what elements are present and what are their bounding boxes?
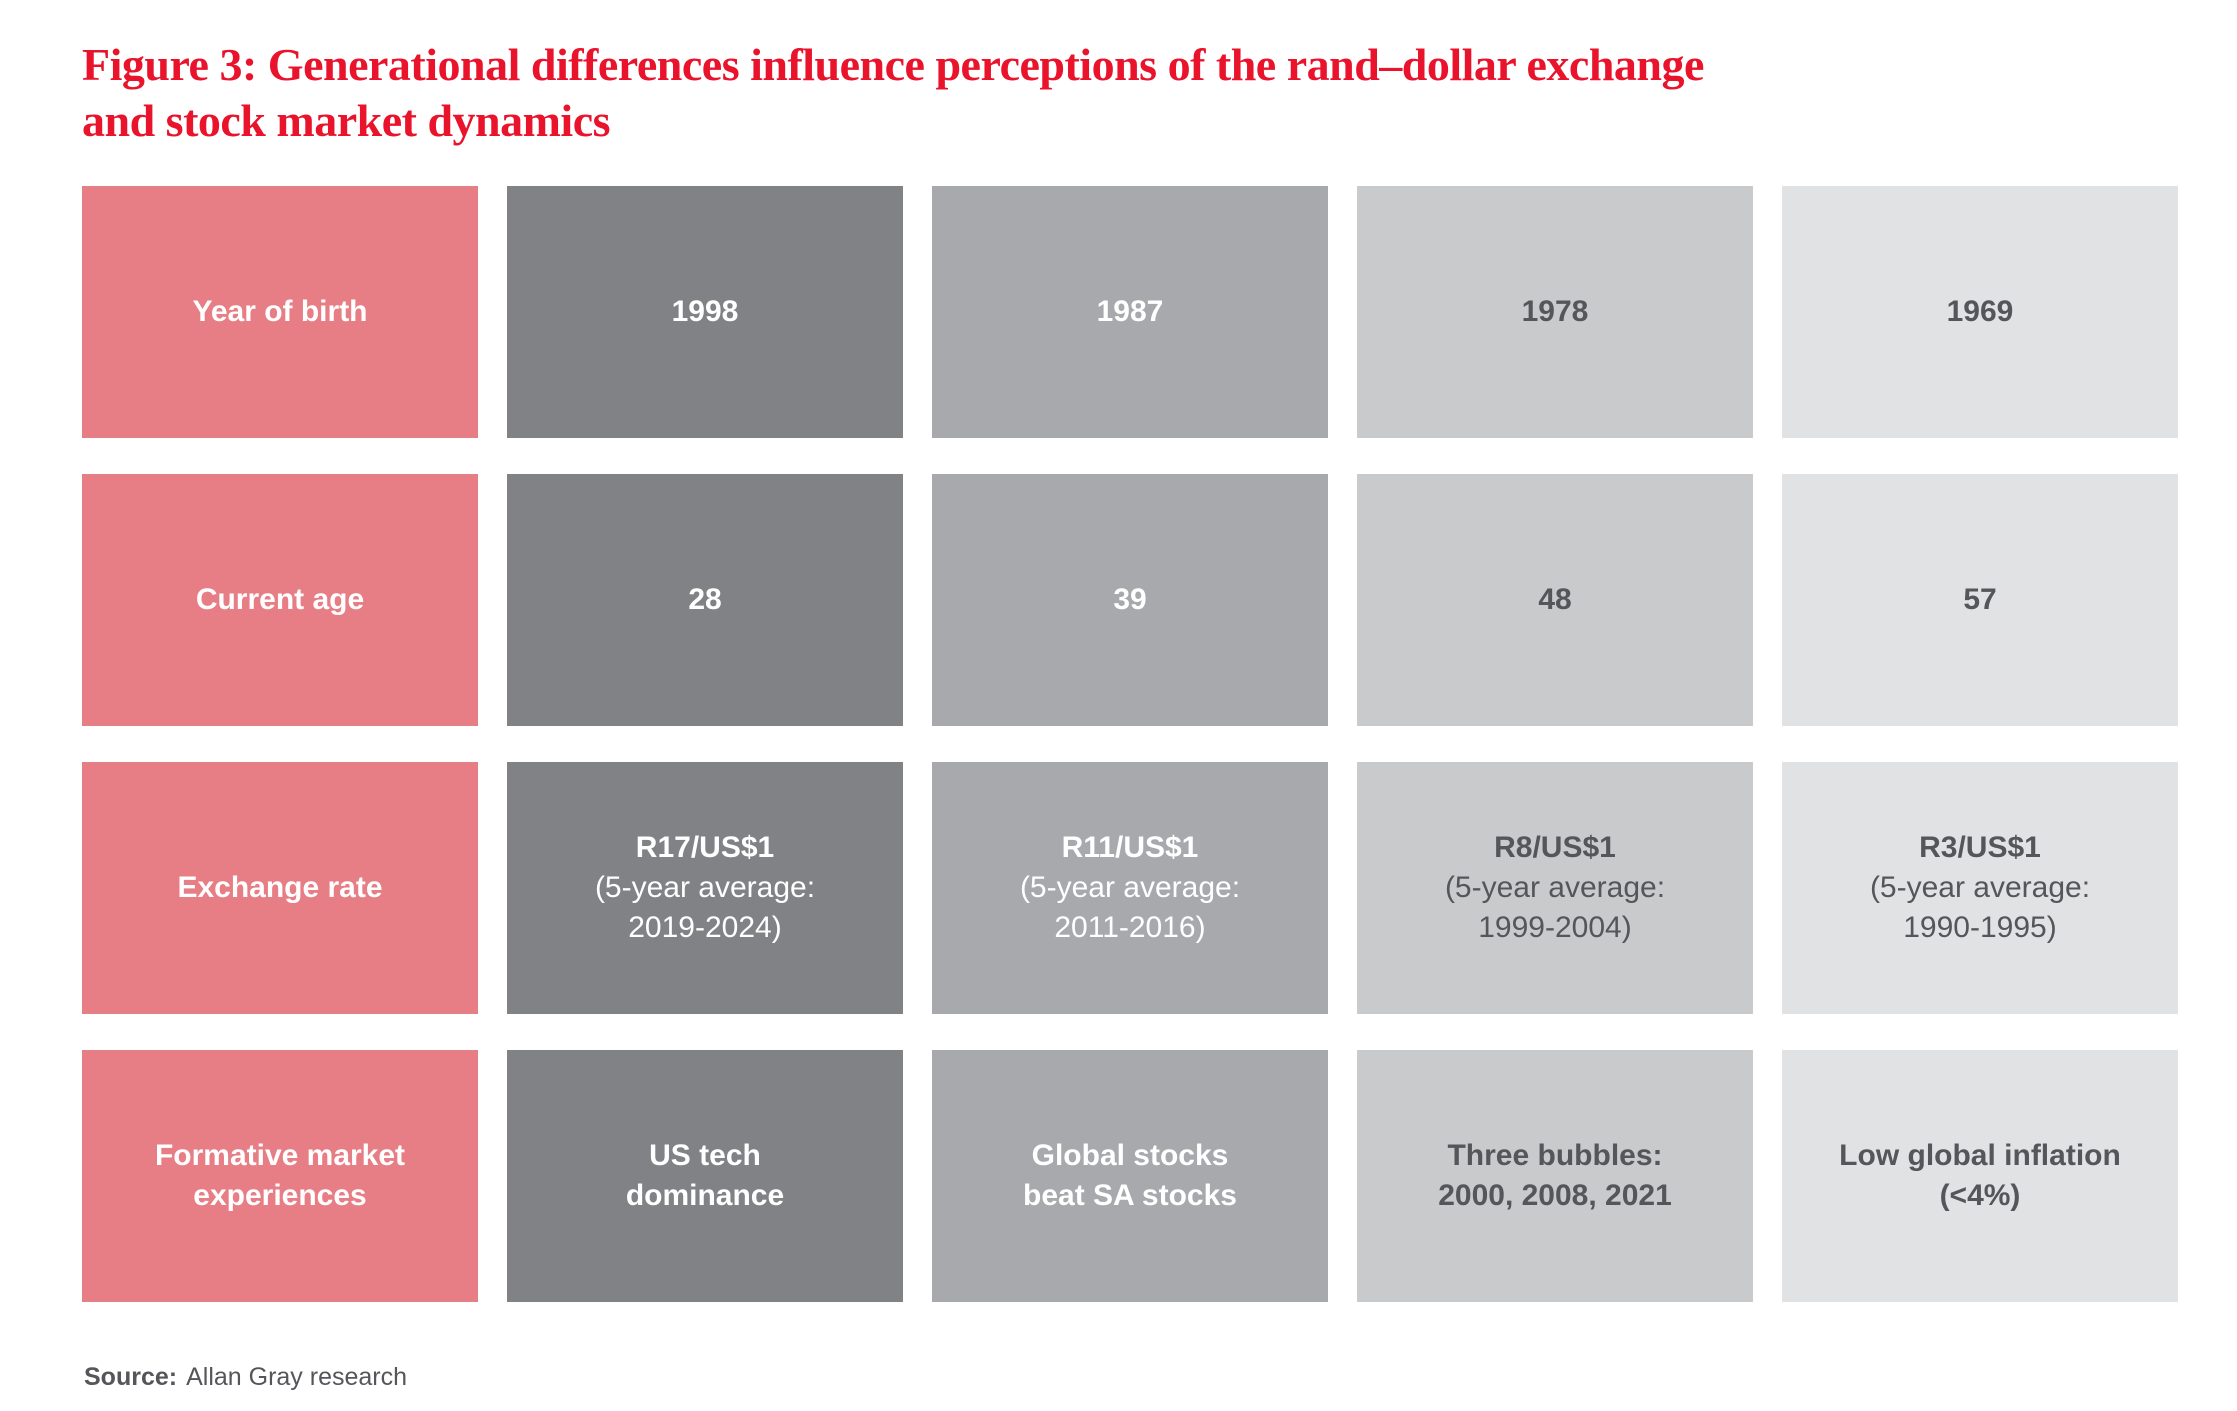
cell-value: R17/US$1 [635,831,775,864]
cell-r1-c1: 1998 [507,186,903,438]
cell-r4-c3: Three bubbles: 2000, 2008, 2021 [1357,1050,1753,1302]
row-label-current-age: Current age [82,474,478,726]
row-label-text: Formative market experiences [154,1139,406,1212]
cell-r2-c3: 48 [1357,474,1753,726]
row-label-text: Current age [195,583,365,616]
generational-table: Year of birth 1998 1987 1978 1969 Curren… [82,186,2178,1302]
row-label-exchange-rate: Exchange rate [82,762,478,1014]
cell-r1-c3: 1978 [1357,186,1753,438]
cell-subtext: (5-year average: 1990-1995) [1869,871,2091,944]
cell-value: 1969 [1946,295,2014,328]
cell-value: R8/US$1 [1494,831,1616,864]
cell-value: Low global inflation (<4%) [1839,1139,2121,1212]
cell-r3-c2: R11/US$1 (5-year average: 2011-2016) [932,762,1328,1014]
figure-title: Figure 3: Generational differences influ… [82,38,1704,146]
cell-value: 39 [1113,583,1147,616]
cell-value: R3/US$1 [1919,831,2041,864]
row-label-year-of-birth: Year of birth [82,186,478,438]
cell-r3-c4: R3/US$1 (5-year average: 1990-1995) [1782,762,2178,1014]
cell-r4-c1: US tech dominance [507,1050,903,1302]
cell-value: 57 [1963,583,1997,616]
cell-value: 1987 [1096,295,1164,328]
cell-subtext: (5-year average: 2011-2016) [1019,871,1241,944]
cell-value: 28 [688,583,722,616]
cell-value: Global stocks beat SA stocks [1023,1139,1237,1212]
cell-value: US tech dominance [625,1139,785,1212]
cell-subtext: (5-year average: 1999-2004) [1444,871,1666,944]
cell-r3-c1: R17/US$1 (5-year average: 2019-2024) [507,762,903,1014]
cell-r1-c2: 1987 [932,186,1328,438]
source-label: Source: [84,1363,178,1391]
cell-subtext: (5-year average: 2019-2024) [594,871,816,944]
cell-r2-c2: 39 [932,474,1328,726]
row-label-text: Exchange rate [177,871,383,904]
cell-value: Three bubbles: 2000, 2008, 2021 [1438,1139,1672,1212]
cell-r2-c1: 28 [507,474,903,726]
cell-value: R11/US$1 [1061,831,1199,864]
row-label-text: Year of birth [192,295,368,328]
cell-r1-c4: 1969 [1782,186,2178,438]
cell-value: 1978 [1521,295,1589,328]
cell-r4-c2: Global stocks beat SA stocks [932,1050,1328,1302]
cell-r2-c4: 57 [1782,474,2178,726]
source-text: Allan Gray research [186,1363,408,1391]
source-note: Source: Allan Gray research [84,1363,407,1392]
row-label-formative-market-experiences: Formative market experiences [82,1050,478,1302]
cell-r4-c4: Low global inflation (<4%) [1782,1050,2178,1302]
cell-r3-c3: R8/US$1 (5-year average: 1999-2004) [1357,762,1753,1014]
cell-value: 1998 [671,295,739,328]
cell-value: 48 [1538,583,1572,616]
